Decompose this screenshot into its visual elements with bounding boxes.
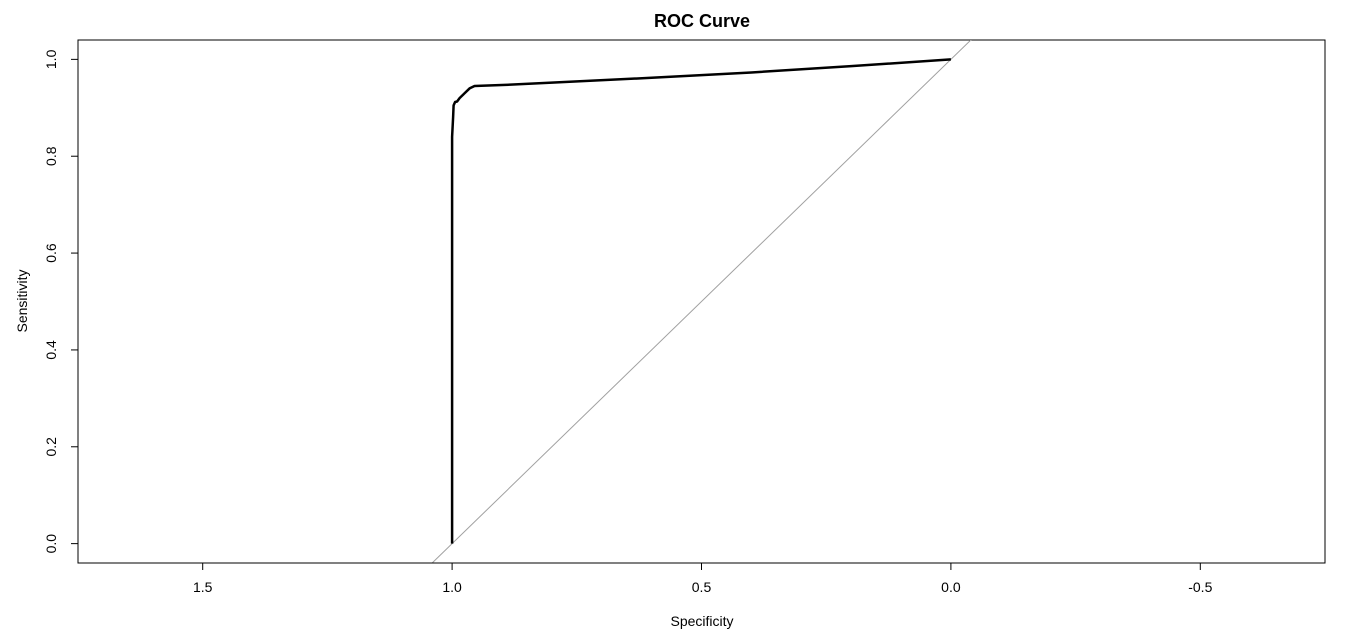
- x-tick-label: 0.5: [692, 579, 712, 595]
- series-layer: [450, 58, 951, 544]
- roc-curve-line: [450, 58, 951, 544]
- y-tick-label: 0.6: [43, 243, 59, 263]
- x-axis-label: Specificity: [670, 613, 733, 629]
- x-tick-label: -0.5: [1188, 579, 1212, 595]
- y-axis: 0.0 0.2 0.4 0.6 0.8 1.0: [43, 49, 79, 554]
- chart-title: ROC Curve: [654, 11, 750, 31]
- y-tick-label: 0.0: [43, 534, 59, 554]
- y-tick-label: 0.2: [43, 437, 59, 457]
- reference-diagonal-line: [431, 40, 972, 563]
- y-axis-label: Sensitivity: [14, 269, 30, 332]
- reference-line-layer: [431, 40, 972, 563]
- x-tick-label: 1.0: [442, 579, 462, 595]
- y-tick-label: 0.4: [43, 340, 59, 360]
- x-axis: 1.5 1.0 0.5 0.0 -0.5: [193, 562, 1213, 595]
- x-tick-label: 0.0: [941, 579, 961, 595]
- y-tick-label: 0.8: [43, 146, 59, 166]
- x-tick-label: 1.5: [193, 579, 213, 595]
- y-tick-label: 1.0: [43, 49, 59, 69]
